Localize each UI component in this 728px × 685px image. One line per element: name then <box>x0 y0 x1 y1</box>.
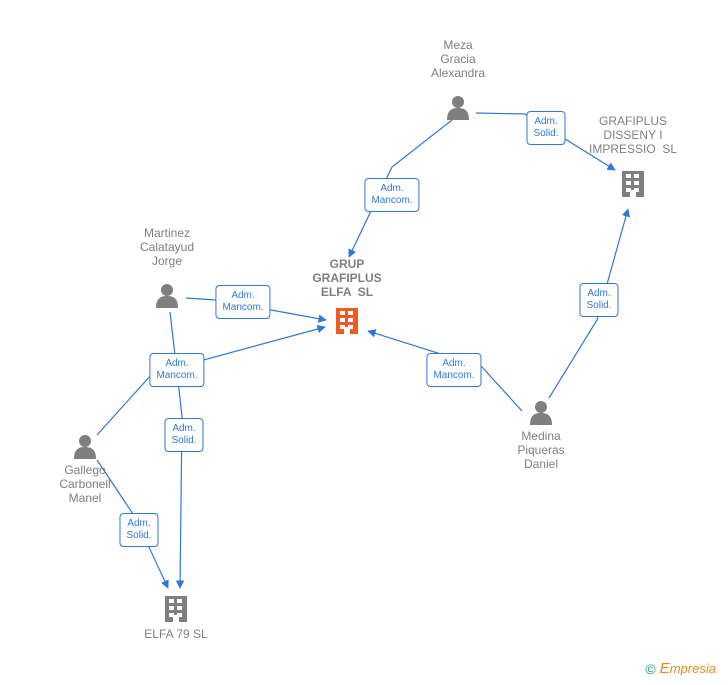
edge-label: Adm. Mancom. <box>215 285 270 319</box>
person-icon[interactable] <box>447 96 469 120</box>
edge-label: Adm. Solid. <box>119 513 158 547</box>
edge-label: Adm. Solid. <box>579 283 618 317</box>
edge-label: Adm. Solid. <box>164 418 203 452</box>
edge-label: Adm. Mancom. <box>426 353 481 387</box>
edge-label: Adm. Solid. <box>526 111 565 145</box>
company-icon[interactable] <box>165 596 187 622</box>
person-icon[interactable] <box>530 401 552 425</box>
watermark: © Empresia <box>645 660 716 677</box>
node-label-elfa79[interactable]: ELFA 79 SL <box>144 627 207 641</box>
brand-name: Empresia <box>660 660 716 677</box>
node-label-meza[interactable]: Meza Gracia Alexandra <box>431 38 485 80</box>
node-label-martinez[interactable]: Martinez Calatayud Jorge <box>140 226 194 268</box>
node-label-medina[interactable]: Medina Piqueras Daniel <box>517 429 564 471</box>
edge-gallego-grup <box>97 327 325 435</box>
node-label-grup[interactable]: GRUP GRAFIPLUS ELFA SL <box>312 257 381 299</box>
node-label-gallego[interactable]: Gallego Carbonell Manel <box>59 463 110 505</box>
person-icon[interactable] <box>156 284 178 308</box>
person-icon[interactable] <box>74 435 96 459</box>
node-label-grafiplus[interactable]: GRAFIPLUS DISSENY I IMPRESSIO SL <box>589 114 677 156</box>
edge-label: Adm. Mancom. <box>364 178 419 212</box>
copyright-symbol: © <box>645 661 655 677</box>
edge-label: Adm. Mancom. <box>149 353 204 387</box>
company-icon[interactable] <box>336 308 358 334</box>
company-icon[interactable] <box>622 171 644 197</box>
